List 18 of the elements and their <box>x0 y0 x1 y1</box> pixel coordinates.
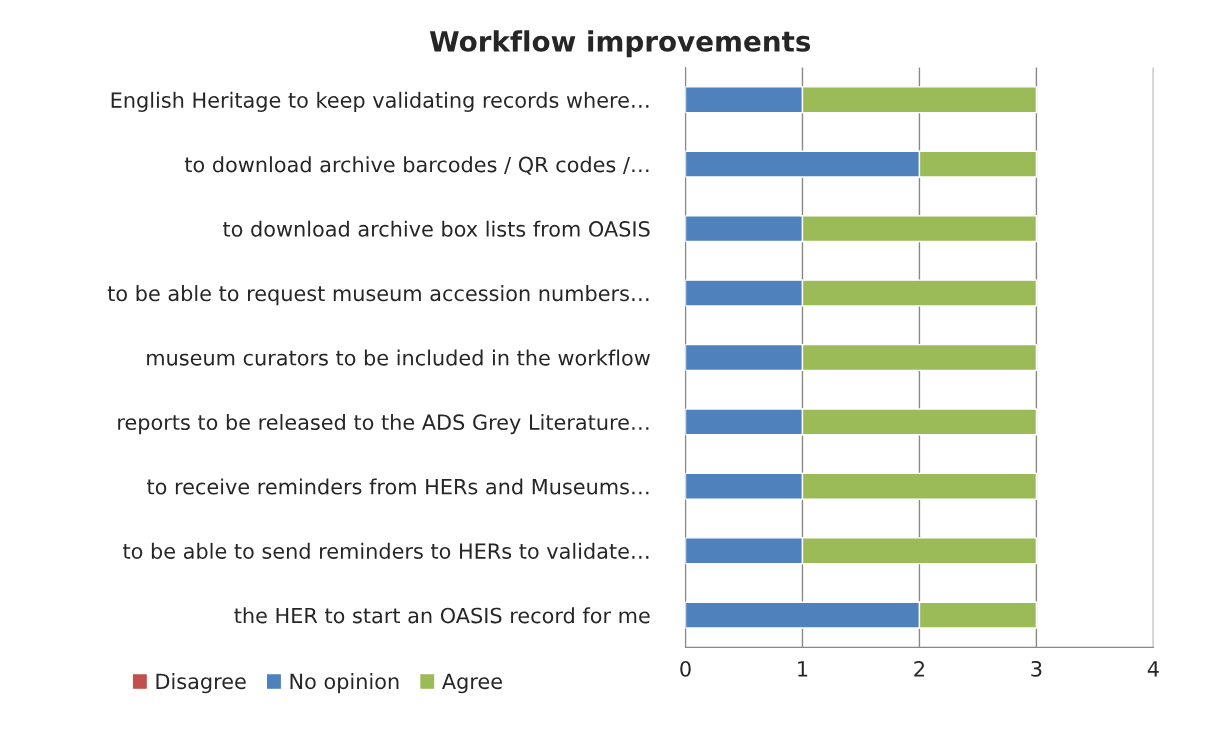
y-tick-label: reports to be released to the ADS Grey Literature… <box>118 413 649 435</box>
legend-label: Disagree <box>156 673 246 694</box>
x-tick-label: 3 <box>1031 660 1042 677</box>
x-tick-label: 2 <box>914 660 924 677</box>
x-tick-label: 4 <box>1147 661 1159 677</box>
y-tick-label: museum curators to be included in the workflow <box>147 349 650 366</box>
legend-label: Agree <box>442 673 502 694</box>
x-tick-label: 1 <box>798 661 808 677</box>
y-tick-label: the HER to start an OASIS record for me <box>234 607 650 624</box>
y-tick-label: to be able to send reminders to HERs to validate… <box>123 542 649 559</box>
y-tick-label: to download archive box lists from OASIS <box>223 220 650 237</box>
y-tick-label: English Heritage to keep validating records where… <box>111 91 649 112</box>
y-tick-label: to download archive barcodes / QR codes /… <box>184 156 649 175</box>
x-tick-label: 0 <box>680 660 691 677</box>
legend-label: No opinion <box>290 673 399 694</box>
y-tick-label: to be able to request museum accession numbers… <box>107 285 649 306</box>
chart-title: Workflow improvements <box>429 30 811 58</box>
y-tick-label: to receive reminders from HERs and Museums… <box>147 478 649 495</box>
